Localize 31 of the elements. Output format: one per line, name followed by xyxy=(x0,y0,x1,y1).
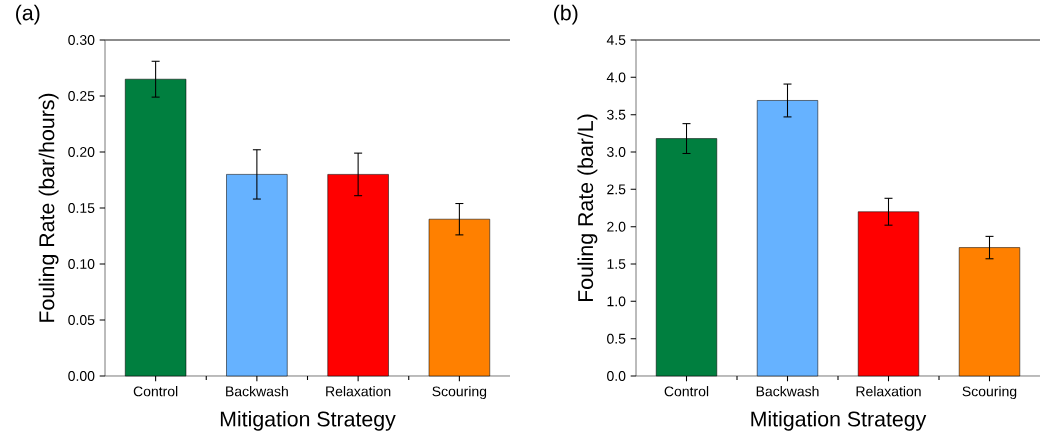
x-tick-label: Backwash xyxy=(226,386,288,397)
y-tick-label: 0.15 xyxy=(68,203,95,213)
y-tick-label: 0.30 xyxy=(68,35,95,45)
y-tick-label: 3.5 xyxy=(607,109,626,120)
x-tick-label: Control xyxy=(664,386,709,397)
y-tick-label: 1.0 xyxy=(607,296,626,307)
y-tick-label: 0.5 xyxy=(607,333,626,344)
y-tick-label: 0.00 xyxy=(68,371,95,381)
y-tick-label: 0.20 xyxy=(68,147,95,157)
x-axis-title: Mitigation Strategy xyxy=(751,410,927,431)
x-tick-label: Relaxation xyxy=(856,386,921,397)
y-tick-label: 3.0 xyxy=(607,147,626,157)
x-tick-label: Relaxation xyxy=(326,386,391,397)
y-tick-label: 0.05 xyxy=(68,315,95,325)
y-tick-label: 0.0 xyxy=(607,371,626,381)
y-axis-title: Fouling Rate (bar/hours) xyxy=(38,93,59,322)
y-tick-label: 2.5 xyxy=(607,184,626,195)
x-tick-label: Control xyxy=(133,386,178,397)
y-tick-label: 0.10 xyxy=(68,259,95,269)
y-tick-label: 4.5 xyxy=(606,35,626,45)
x-axis-title: Mitigation Strategy xyxy=(220,410,396,431)
y-tick-label: 4.0 xyxy=(606,72,626,83)
x-tick-label: Scouring xyxy=(962,386,1017,400)
chart-title: (b) xyxy=(554,4,578,25)
y-tick-label: 0.25 xyxy=(68,91,95,101)
x-tick-label: Scouring xyxy=(432,386,487,400)
y-axis-title: Fouling Rate (bar/L) xyxy=(577,114,598,302)
chart-title: (a) xyxy=(16,4,40,25)
y-tick-label: 2.0 xyxy=(607,221,626,232)
x-tick-label: Backwash xyxy=(756,386,819,397)
y-tick-label: 1.5 xyxy=(607,259,626,269)
